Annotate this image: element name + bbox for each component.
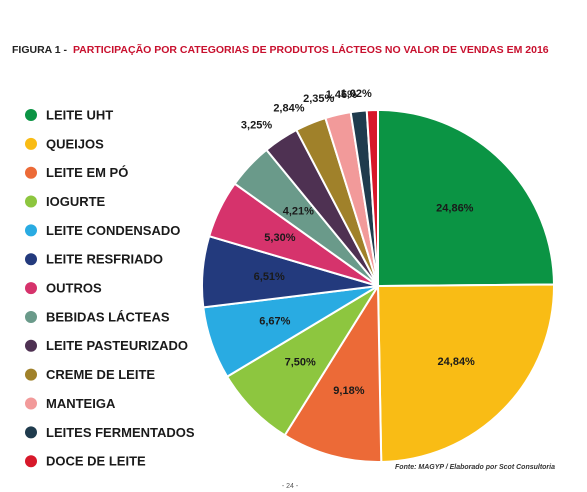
legend-marker xyxy=(25,282,37,295)
value-label: 9,18% xyxy=(333,385,364,397)
legend-marker xyxy=(25,137,37,150)
value-label: 2,35% xyxy=(303,93,334,105)
legend-marker xyxy=(25,368,37,381)
legend-label: LEITE CONDENSADO xyxy=(46,223,180,238)
legend-marker xyxy=(25,397,37,410)
legend-marker xyxy=(25,195,37,208)
legend-label: OUTROS xyxy=(46,281,102,296)
legend-label: LEITE PASTEURIZADO xyxy=(46,338,188,353)
value-label: 5,30% xyxy=(264,232,295,244)
value-label: 2,84% xyxy=(273,103,304,115)
value-label: 6,51% xyxy=(254,271,285,283)
source: Fonte: MAGYP / Elaborado por Scot Consul… xyxy=(395,464,555,471)
legend-marker xyxy=(25,310,37,323)
value-label: 24,84% xyxy=(438,356,476,368)
value-label: 1,02% xyxy=(341,88,372,100)
legend-label: LEITE RESFRIADO xyxy=(46,252,163,267)
pie-slice xyxy=(365,108,379,287)
legend-label: QUEIJOS xyxy=(46,136,104,151)
legend-label: DOCE DE LEITE xyxy=(46,454,146,469)
legend-marker xyxy=(25,426,37,439)
legend-label: LEITES FERMENTADOS xyxy=(46,425,195,440)
title: PARTICIPAÇÃO POR CATEGORIAS DE PRODUTOS … xyxy=(73,43,549,56)
legend-marker xyxy=(25,339,37,352)
figure-label: FIGURA 1 - xyxy=(12,44,68,56)
legend-label: LEITE UHT xyxy=(46,107,113,122)
legend-label: LEITE EM PÓ xyxy=(46,165,128,180)
legend-label: IOGURTE xyxy=(46,194,106,209)
legend-label: MANTEIGA xyxy=(46,396,116,411)
legend-marker xyxy=(25,109,37,121)
pie-slice xyxy=(377,108,556,288)
value-label: 7,50% xyxy=(285,356,316,368)
value-label: 6,67% xyxy=(259,315,290,327)
legend-label: BEBIDAS LÁCTEAS xyxy=(46,309,170,324)
value-label: 4,21% xyxy=(283,205,314,217)
value-label: 24,86% xyxy=(436,202,474,214)
legend-label: CREME DE LEITE xyxy=(46,367,155,382)
chart-title: FIGURA 1 - PARTICIPAÇÃO POR CATEGORIAS D… xyxy=(12,43,549,56)
value-label: 3,25% xyxy=(241,120,272,132)
pie-slice xyxy=(376,283,555,463)
legend-marker xyxy=(25,224,37,237)
value-label: 1,46% xyxy=(326,89,357,101)
legend-marker xyxy=(25,455,37,468)
legend-marker xyxy=(25,166,37,179)
page-number: - 24 - xyxy=(282,483,299,490)
legend-marker xyxy=(25,253,37,266)
pie-slice xyxy=(283,282,383,463)
